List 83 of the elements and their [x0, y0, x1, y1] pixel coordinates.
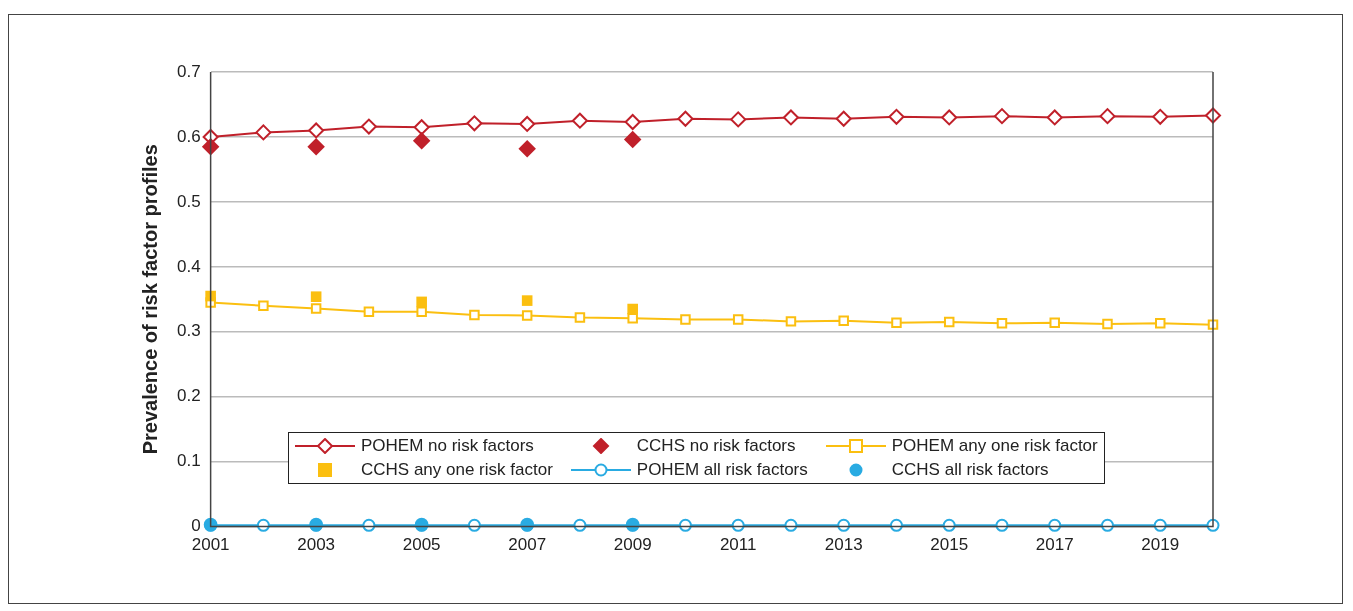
point [360, 118, 377, 135]
legend-label: POHEM all risk factors [636, 460, 808, 480]
point [996, 318, 1008, 329]
x-tick-label: 2017 [1035, 535, 1074, 555]
legend-label: CCHS any one risk factor [361, 460, 553, 480]
x-tick-label: 2015 [930, 535, 969, 555]
point [412, 132, 431, 150]
y-tick-label: 0.5 [176, 191, 201, 211]
x-tick-label: 2003 [297, 535, 336, 555]
point [942, 518, 956, 532]
y-tick-label: 0 [191, 516, 201, 536]
y-tick-label: 0.7 [176, 61, 201, 81]
point [518, 139, 536, 158]
point [627, 312, 638, 324]
point [627, 303, 638, 315]
x-tick-label: 2011 [719, 535, 757, 555]
point [623, 130, 642, 149]
x-tick-label: 2019 [1141, 535, 1180, 555]
point [310, 303, 322, 314]
point [782, 109, 799, 126]
point [362, 518, 376, 532]
point [1155, 318, 1166, 329]
point [1049, 317, 1060, 328]
legend-label: CCHS all risk factors [891, 460, 1049, 480]
point [467, 518, 481, 532]
point [571, 112, 588, 129]
point [521, 310, 533, 321]
point [466, 115, 483, 132]
point [413, 119, 430, 136]
point [574, 312, 586, 323]
point [677, 110, 694, 127]
point [943, 316, 955, 328]
x-tick-label: 2009 [613, 535, 652, 555]
point [256, 518, 270, 532]
point [838, 315, 849, 326]
point [891, 317, 902, 328]
point [1100, 518, 1114, 532]
point [416, 296, 427, 308]
point [307, 137, 325, 156]
point [416, 306, 427, 317]
point [1048, 518, 1062, 532]
point [310, 291, 322, 303]
point [941, 109, 958, 126]
point [1046, 109, 1063, 126]
point [258, 300, 269, 312]
point [888, 108, 905, 125]
legend-label: CCHS no risk factors [636, 436, 796, 456]
point [731, 518, 745, 532]
point [1153, 518, 1167, 532]
point [835, 110, 852, 127]
point [784, 518, 798, 532]
point [308, 122, 325, 139]
y-tick-label: 0.4 [176, 256, 201, 276]
point [624, 114, 641, 131]
x-tick-label: 2001 [191, 535, 230, 555]
point [680, 314, 691, 325]
point [519, 115, 536, 132]
x-tick-label: 2005 [402, 535, 441, 555]
point [993, 108, 1010, 125]
point [1102, 318, 1113, 330]
point [573, 518, 587, 532]
point [521, 295, 533, 306]
point [469, 309, 480, 321]
point [837, 518, 851, 532]
x-tick-label: 2007 [508, 535, 547, 555]
legend-label: POHEM any one risk factor [891, 436, 1098, 456]
legend-label: POHEM no risk factors [361, 436, 534, 456]
point [785, 316, 797, 327]
point [730, 111, 747, 128]
point [995, 518, 1009, 532]
y-tick-label: 0.1 [176, 451, 201, 471]
point [889, 518, 903, 532]
point [732, 314, 744, 325]
point [678, 518, 692, 532]
point [363, 306, 375, 317]
y-tick-label: 0.6 [176, 126, 201, 146]
x-tick-label: 2013 [824, 535, 863, 555]
point [1152, 108, 1169, 125]
y-tick-label: 0.2 [176, 386, 201, 406]
y-tick-label: 0.3 [176, 321, 201, 341]
y-axis-title: Prevalence of risk factor profiles [138, 144, 161, 455]
point [255, 124, 272, 141]
point [1099, 108, 1116, 125]
